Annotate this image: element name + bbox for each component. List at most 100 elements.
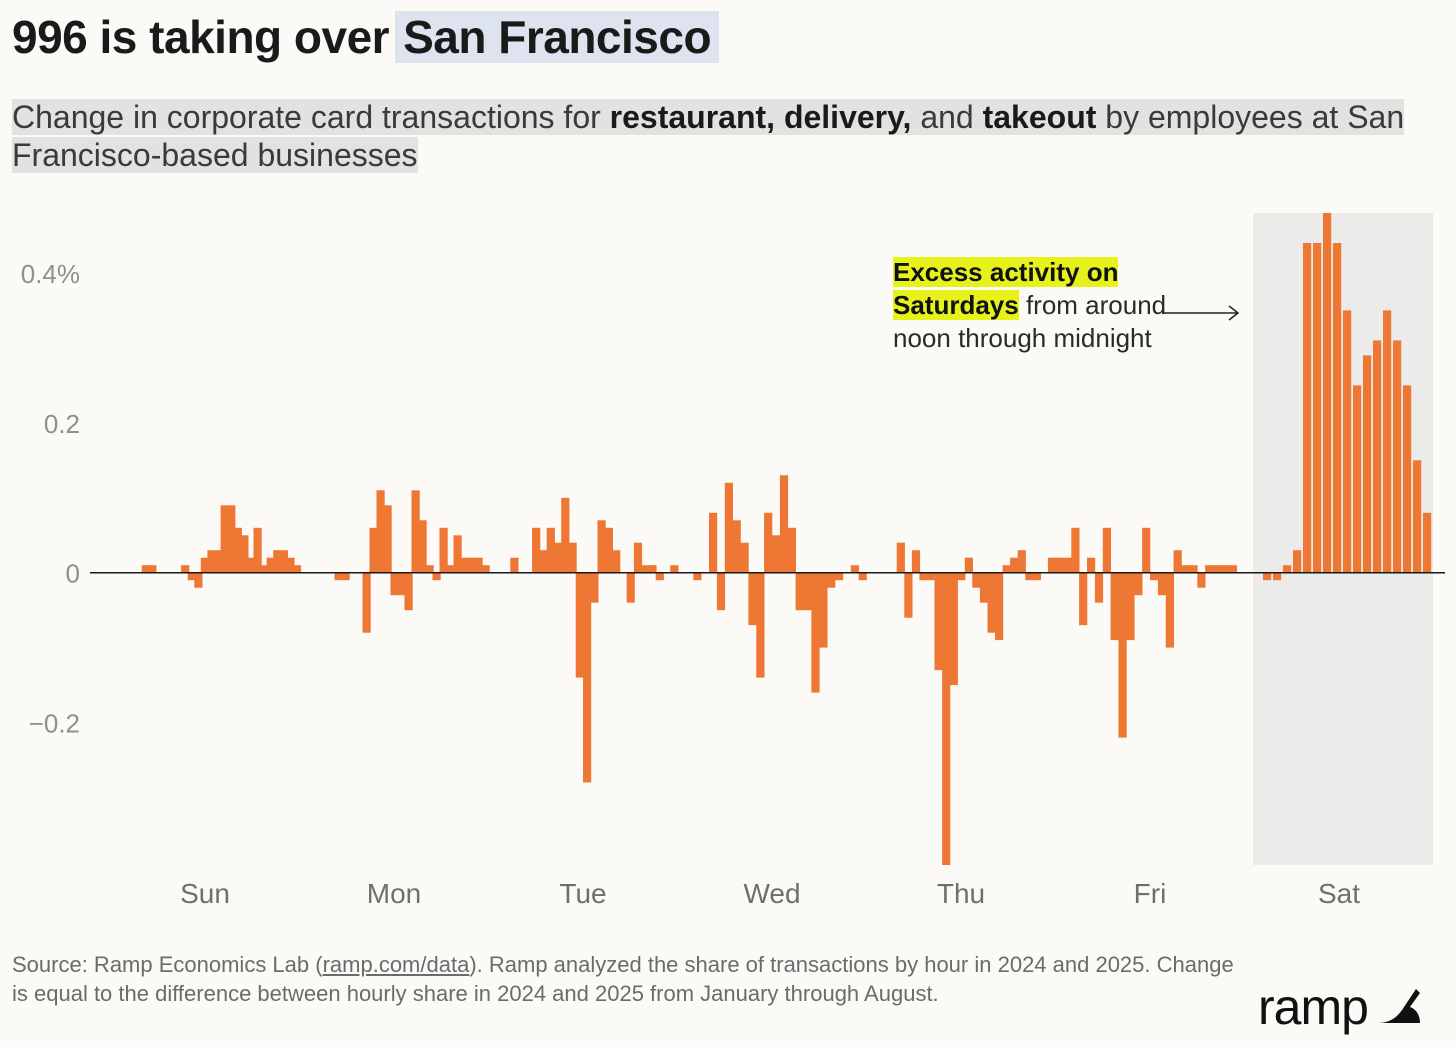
x-tick-label: Sun (180, 878, 230, 909)
bar (1220, 565, 1230, 573)
bar (795, 572, 804, 611)
bar (803, 572, 812, 611)
bar (207, 550, 216, 573)
bar (397, 572, 406, 596)
logo-text: ramp (1258, 979, 1369, 1035)
bar (446, 565, 455, 573)
bar (425, 565, 434, 573)
bar (1181, 565, 1190, 573)
bar (748, 572, 757, 626)
bar (641, 565, 650, 573)
bar (670, 565, 679, 573)
bar (439, 527, 448, 573)
bar (1283, 565, 1292, 573)
source-link[interactable]: ramp.com/data (322, 952, 470, 977)
title-prefix: 996 is taking over (12, 11, 390, 63)
ramp-logo: ramp (1258, 978, 1422, 1036)
x-tick-label: Tue (559, 878, 606, 909)
bar (772, 535, 781, 573)
bar (942, 572, 951, 865)
bar (148, 565, 157, 573)
bar (539, 550, 548, 573)
bar (716, 572, 726, 611)
bar (1126, 572, 1135, 641)
bar (597, 520, 606, 573)
subtitle-text-3: and (911, 99, 983, 135)
bar (724, 482, 733, 573)
bar (1079, 572, 1088, 626)
bar (266, 557, 275, 573)
bar (811, 572, 820, 693)
bar (141, 565, 150, 573)
subtitle-text-2 (775, 99, 784, 135)
bar (995, 572, 1004, 641)
bar (214, 550, 223, 573)
bar (827, 572, 836, 588)
title-highlight: San Francisco (395, 11, 720, 63)
bar (740, 542, 749, 573)
bar (1373, 340, 1382, 573)
bar (1047, 557, 1057, 573)
bar (1017, 550, 1026, 573)
bar (404, 572, 413, 611)
bar (1102, 527, 1111, 573)
x-tick-label: Fri (1134, 878, 1167, 909)
bar (787, 527, 796, 573)
bar (1213, 565, 1222, 573)
subtitle-bold-delivery: delivery, (783, 99, 912, 135)
y-tick-label: 0.2 (44, 409, 80, 439)
subtitle-text-4: by employees at San Francisco-based busi… (12, 99, 1405, 173)
bar (934, 572, 943, 671)
bar (532, 527, 541, 573)
bar (1010, 557, 1019, 573)
bar (1363, 355, 1372, 573)
bar (1383, 310, 1392, 573)
bar (633, 542, 643, 573)
bar (693, 572, 702, 581)
bar (648, 565, 657, 573)
bar (1002, 565, 1011, 573)
bar (655, 572, 664, 581)
bar (1189, 565, 1198, 573)
bar (1173, 550, 1182, 573)
source-note: Source: Ramp Economics Lab (ramp.com/dat… (12, 950, 1252, 1008)
bar (246, 557, 256, 573)
bar (709, 512, 718, 573)
bar (850, 565, 859, 573)
subtitle-bold-restaurant: restaurant, (609, 99, 776, 135)
bar (896, 542, 905, 573)
bar (279, 550, 288, 573)
y-tick-label: 0 (66, 559, 80, 589)
bar (474, 557, 483, 573)
bar (260, 565, 269, 573)
bar (604, 527, 613, 573)
bar (1157, 572, 1167, 596)
bar (341, 572, 350, 581)
bar (561, 497, 570, 573)
subtitle-text-1: Change in corporate card transactions fo… (12, 99, 610, 135)
bar (1063, 557, 1072, 573)
bar (286, 557, 295, 573)
x-tick-label: Thu (937, 878, 985, 909)
bar (1303, 243, 1312, 573)
bar (1333, 243, 1342, 573)
bar (233, 527, 242, 573)
bar (240, 535, 249, 573)
chart-title: 996 is taking over San Francisco (12, 10, 720, 64)
bar (1423, 512, 1432, 573)
bar (1413, 460, 1422, 573)
bar (411, 490, 420, 573)
bar (362, 572, 371, 633)
bar (390, 572, 399, 596)
bar (227, 505, 236, 573)
bar (292, 565, 302, 573)
bar (481, 565, 490, 573)
bar (1403, 385, 1412, 573)
bar (1142, 527, 1151, 573)
bar (453, 535, 462, 573)
bar (612, 550, 621, 573)
bar (964, 557, 973, 573)
bar (1205, 565, 1214, 573)
bar (919, 572, 928, 581)
x-tick-label: Mon (367, 878, 421, 909)
